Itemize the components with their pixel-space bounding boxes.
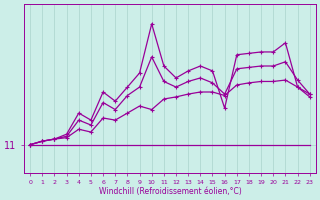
X-axis label: Windchill (Refroidissement éolien,°C): Windchill (Refroidissement éolien,°C) — [99, 187, 241, 196]
